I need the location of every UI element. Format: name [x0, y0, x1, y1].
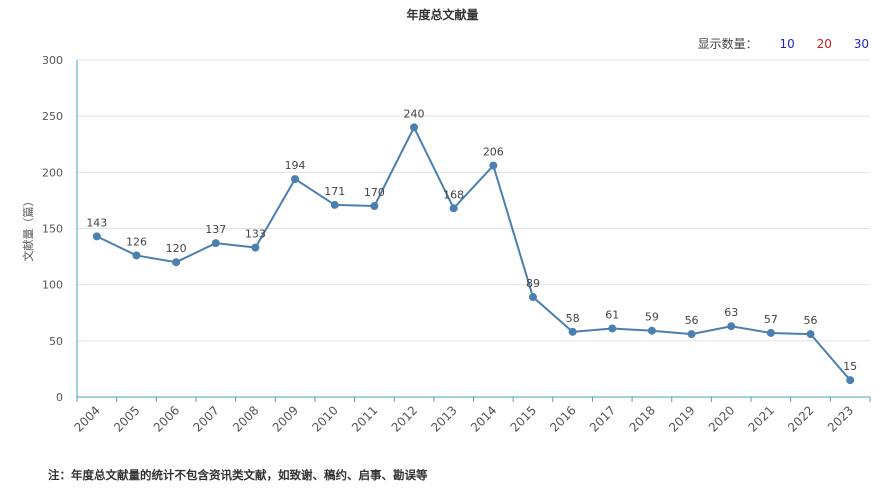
chart-title: 年度总文献量 — [406, 8, 479, 22]
footnote: 注：年度总文献量的统计不包含资讯类文献，如致谢、稿约、启事、勘误等 — [48, 468, 428, 482]
x-tick-label: 2007 — [190, 403, 221, 434]
data-point — [211, 239, 220, 248]
data-point — [528, 293, 537, 302]
data-point — [687, 330, 696, 339]
data-label: 56 — [685, 314, 699, 327]
data-label: 61 — [605, 308, 619, 321]
data-point — [172, 258, 181, 267]
data-label: 194 — [285, 159, 306, 172]
display-count-10-option[interactable]: 10 — [779, 37, 795, 51]
data-label: 57 — [764, 313, 778, 326]
x-tick-label: 2008 — [230, 403, 261, 434]
display-count-20-option[interactable]: 20 — [816, 37, 832, 51]
y-tick-label: 50 — [49, 335, 63, 348]
x-tick-label: 2004 — [71, 403, 102, 434]
data-label: 133 — [245, 228, 266, 241]
line-chart: 0 50 100 150 200 250 300 2004 2005 2006 2007 2008 20… — [21, 54, 871, 435]
data-point — [489, 161, 498, 170]
data-point — [568, 327, 577, 336]
y-axis-title: 文献量（篇） — [21, 196, 35, 262]
x-tick-label: 2015 — [508, 403, 539, 434]
y-tick-label: 100 — [42, 279, 63, 292]
display-count-30-option[interactable]: 30 — [853, 37, 869, 51]
x-tick-label: 2017 — [587, 403, 618, 434]
data-label: 240 — [404, 107, 425, 120]
x-tick-label: 2021 — [745, 403, 776, 434]
data-point — [291, 175, 300, 184]
data-point — [449, 204, 458, 213]
display-count-controls: 显示数量： 10 20 30 — [698, 35, 869, 52]
data-point — [608, 324, 617, 333]
x-tick-label: 2013 — [428, 403, 459, 434]
data-label: 89 — [526, 277, 540, 290]
y-tick-label: 200 — [42, 166, 63, 179]
data-label: 58 — [566, 312, 580, 325]
x-tick-label: 2009 — [270, 403, 301, 434]
data-point — [846, 376, 855, 385]
x-tick-label: 2016 — [547, 403, 578, 434]
data-point — [92, 232, 101, 241]
x-tick-label: 2019 — [666, 403, 697, 434]
data-point — [647, 326, 656, 335]
display-count-label: 显示数量： — [697, 37, 758, 51]
data-label: 143 — [86, 216, 107, 229]
data-point — [806, 330, 815, 339]
y-tick-label: 300 — [42, 54, 63, 67]
x-tick-label: 2012 — [389, 403, 420, 434]
data-label: 120 — [166, 242, 187, 255]
data-point — [251, 243, 260, 252]
x-tick-label: 2011 — [349, 403, 380, 434]
data-label: 206 — [483, 146, 504, 159]
series-line — [96, 125, 851, 381]
y-tick-label: 150 — [42, 223, 63, 236]
x-tick-label: 2010 — [309, 403, 340, 434]
data-point — [727, 322, 736, 331]
x-tick-label: 2018 — [627, 403, 658, 434]
data-label: 63 — [724, 306, 738, 319]
data-label: 168 — [443, 188, 464, 201]
x-tick-label: 2005 — [111, 403, 142, 434]
data-label: 170 — [364, 186, 385, 199]
x-tick-label: 2023 — [825, 403, 856, 434]
data-point — [330, 200, 339, 209]
data-label: 137 — [205, 223, 226, 236]
data-point — [370, 202, 379, 211]
data-label: 56 — [804, 314, 818, 327]
data-point — [410, 123, 419, 132]
x-tick-label: 2014 — [468, 403, 499, 434]
data-label: 59 — [645, 311, 659, 324]
x-tick-label: 2006 — [151, 403, 182, 434]
y-tick-label: 0 — [56, 391, 63, 404]
data-label: 15 — [843, 360, 857, 373]
y-tick-label: 250 — [42, 110, 63, 123]
data-label: 171 — [324, 185, 345, 198]
data-label: 126 — [126, 235, 147, 248]
x-tick-label: 2020 — [706, 403, 737, 434]
data-point — [132, 251, 141, 260]
x-tick-label: 2022 — [785, 403, 816, 434]
data-point — [766, 328, 775, 337]
